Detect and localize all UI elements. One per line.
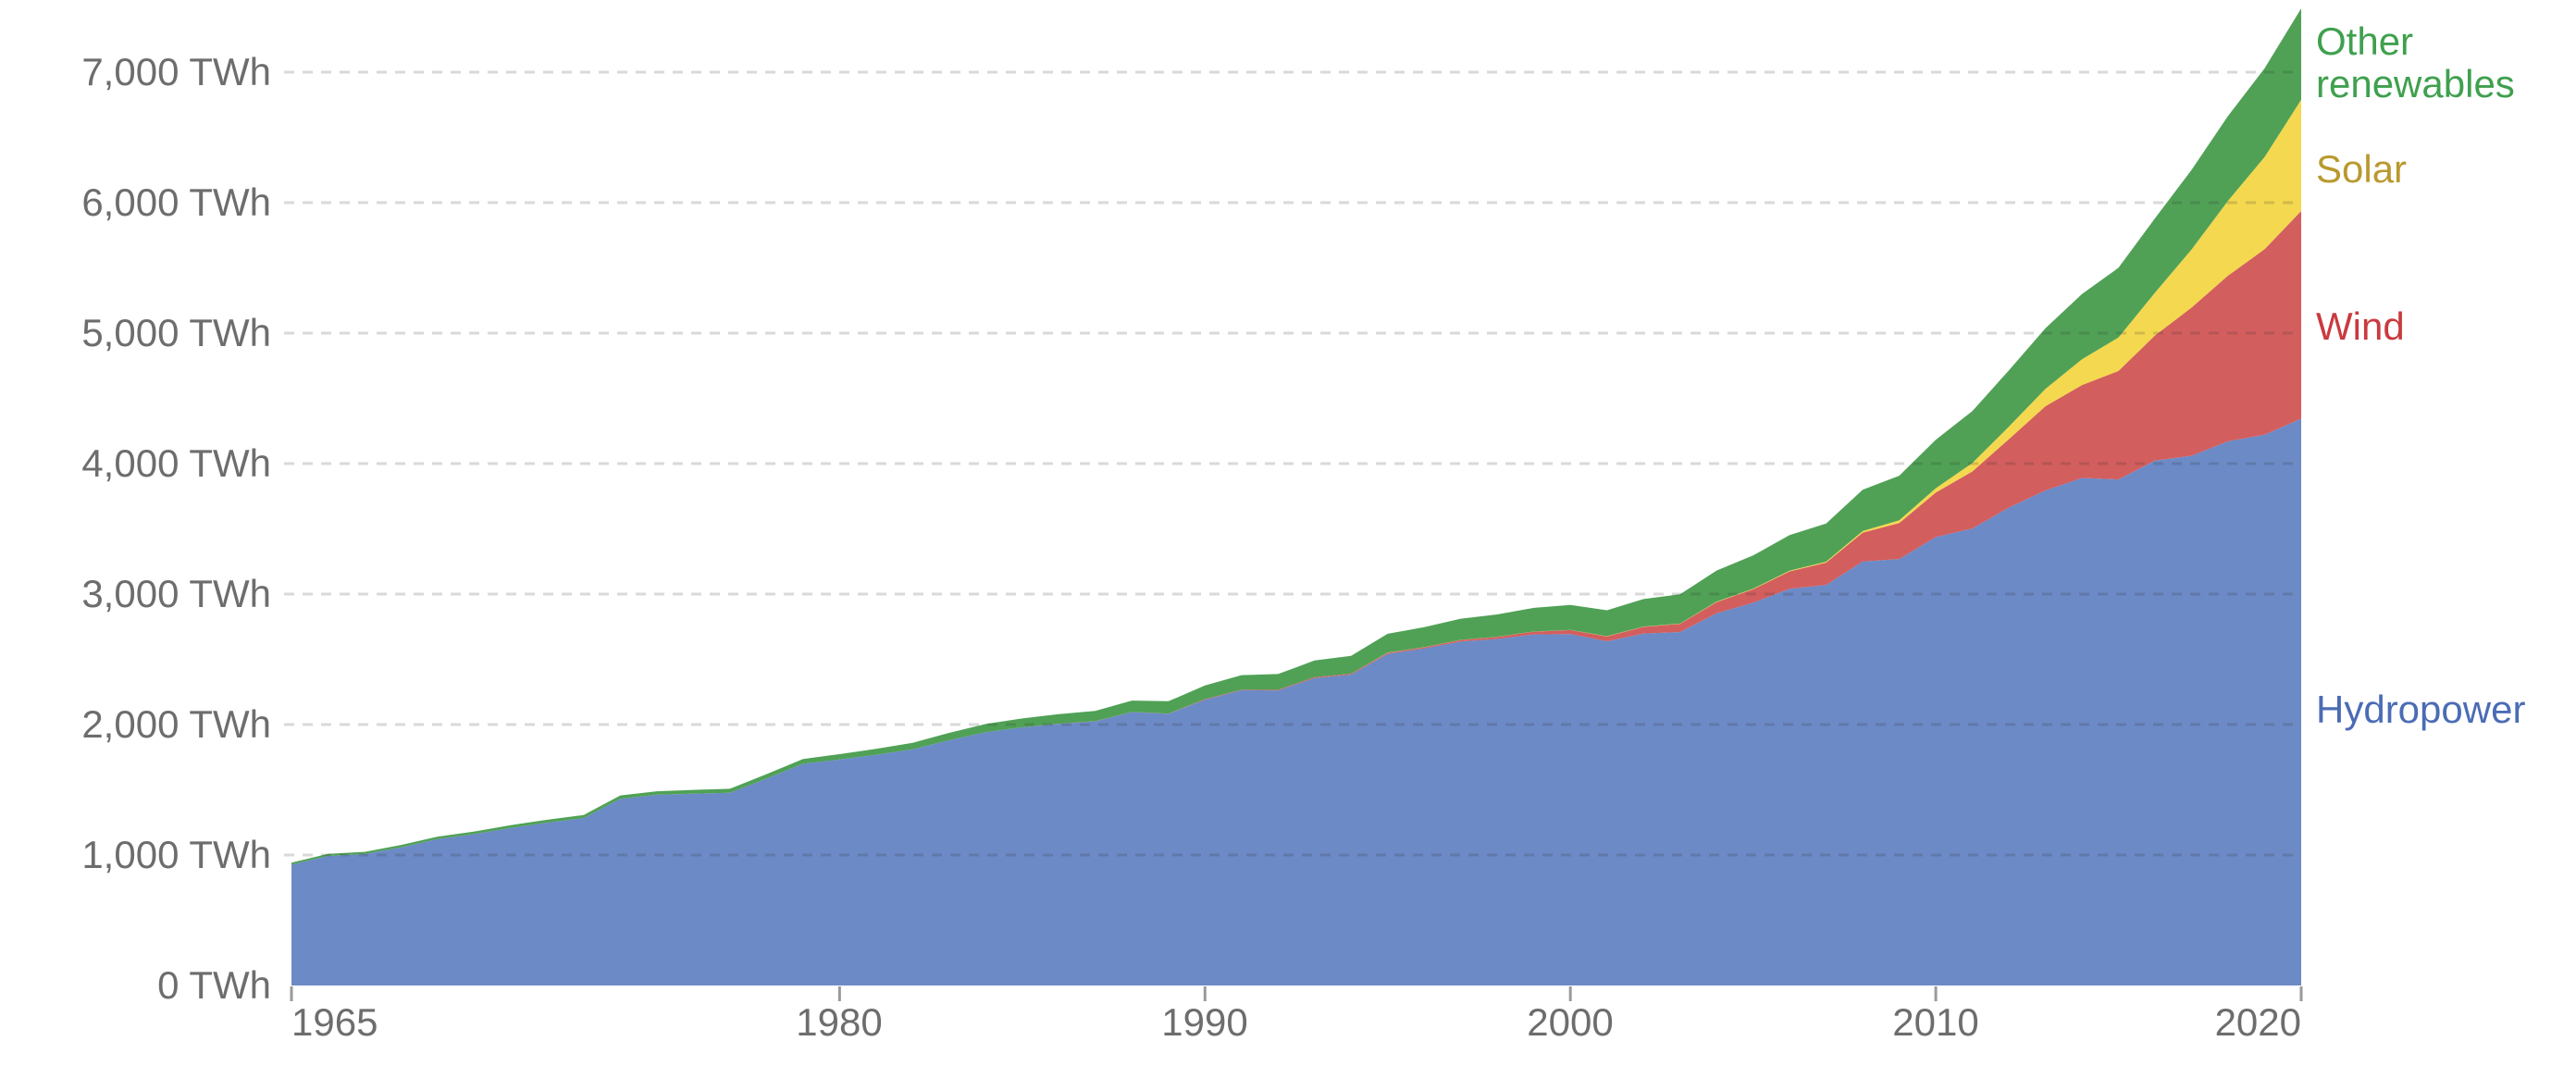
x-axis-label: 1990 (1161, 1000, 1248, 1044)
y-axis-label: 4,000 TWh (81, 441, 271, 485)
x-axis-label: 2010 (1892, 1000, 1979, 1044)
legend-label-hydropower[interactable]: Hydropower (2316, 688, 2526, 731)
legend-label-other-renewables[interactable]: Other renewables (2316, 19, 2515, 105)
hydropower-area[interactable] (291, 418, 2301, 985)
legend-label-wind[interactable]: Wind (2316, 304, 2405, 348)
y-axis-label: 6,000 TWh (81, 180, 271, 224)
y-axis-label: 7,000 TWh (81, 50, 271, 93)
x-axis-label: 2000 (1527, 1000, 1614, 1044)
wind-area[interactable] (291, 211, 2301, 865)
x-axis-label: 1980 (796, 1000, 883, 1044)
x-axis-label: 1965 (291, 1000, 378, 1044)
x-axis-label: 2020 (2214, 1000, 2301, 1044)
y-axis-label: 1,000 TWh (81, 833, 271, 876)
legend-label-solar[interactable]: Solar (2316, 147, 2408, 191)
y-axis-label: 0 TWh (157, 963, 271, 1007)
y-axis-label: 3,000 TWh (81, 572, 271, 615)
y-axis-label: 5,000 TWh (81, 311, 271, 354)
y-axis-label: 2,000 TWh (81, 702, 271, 746)
